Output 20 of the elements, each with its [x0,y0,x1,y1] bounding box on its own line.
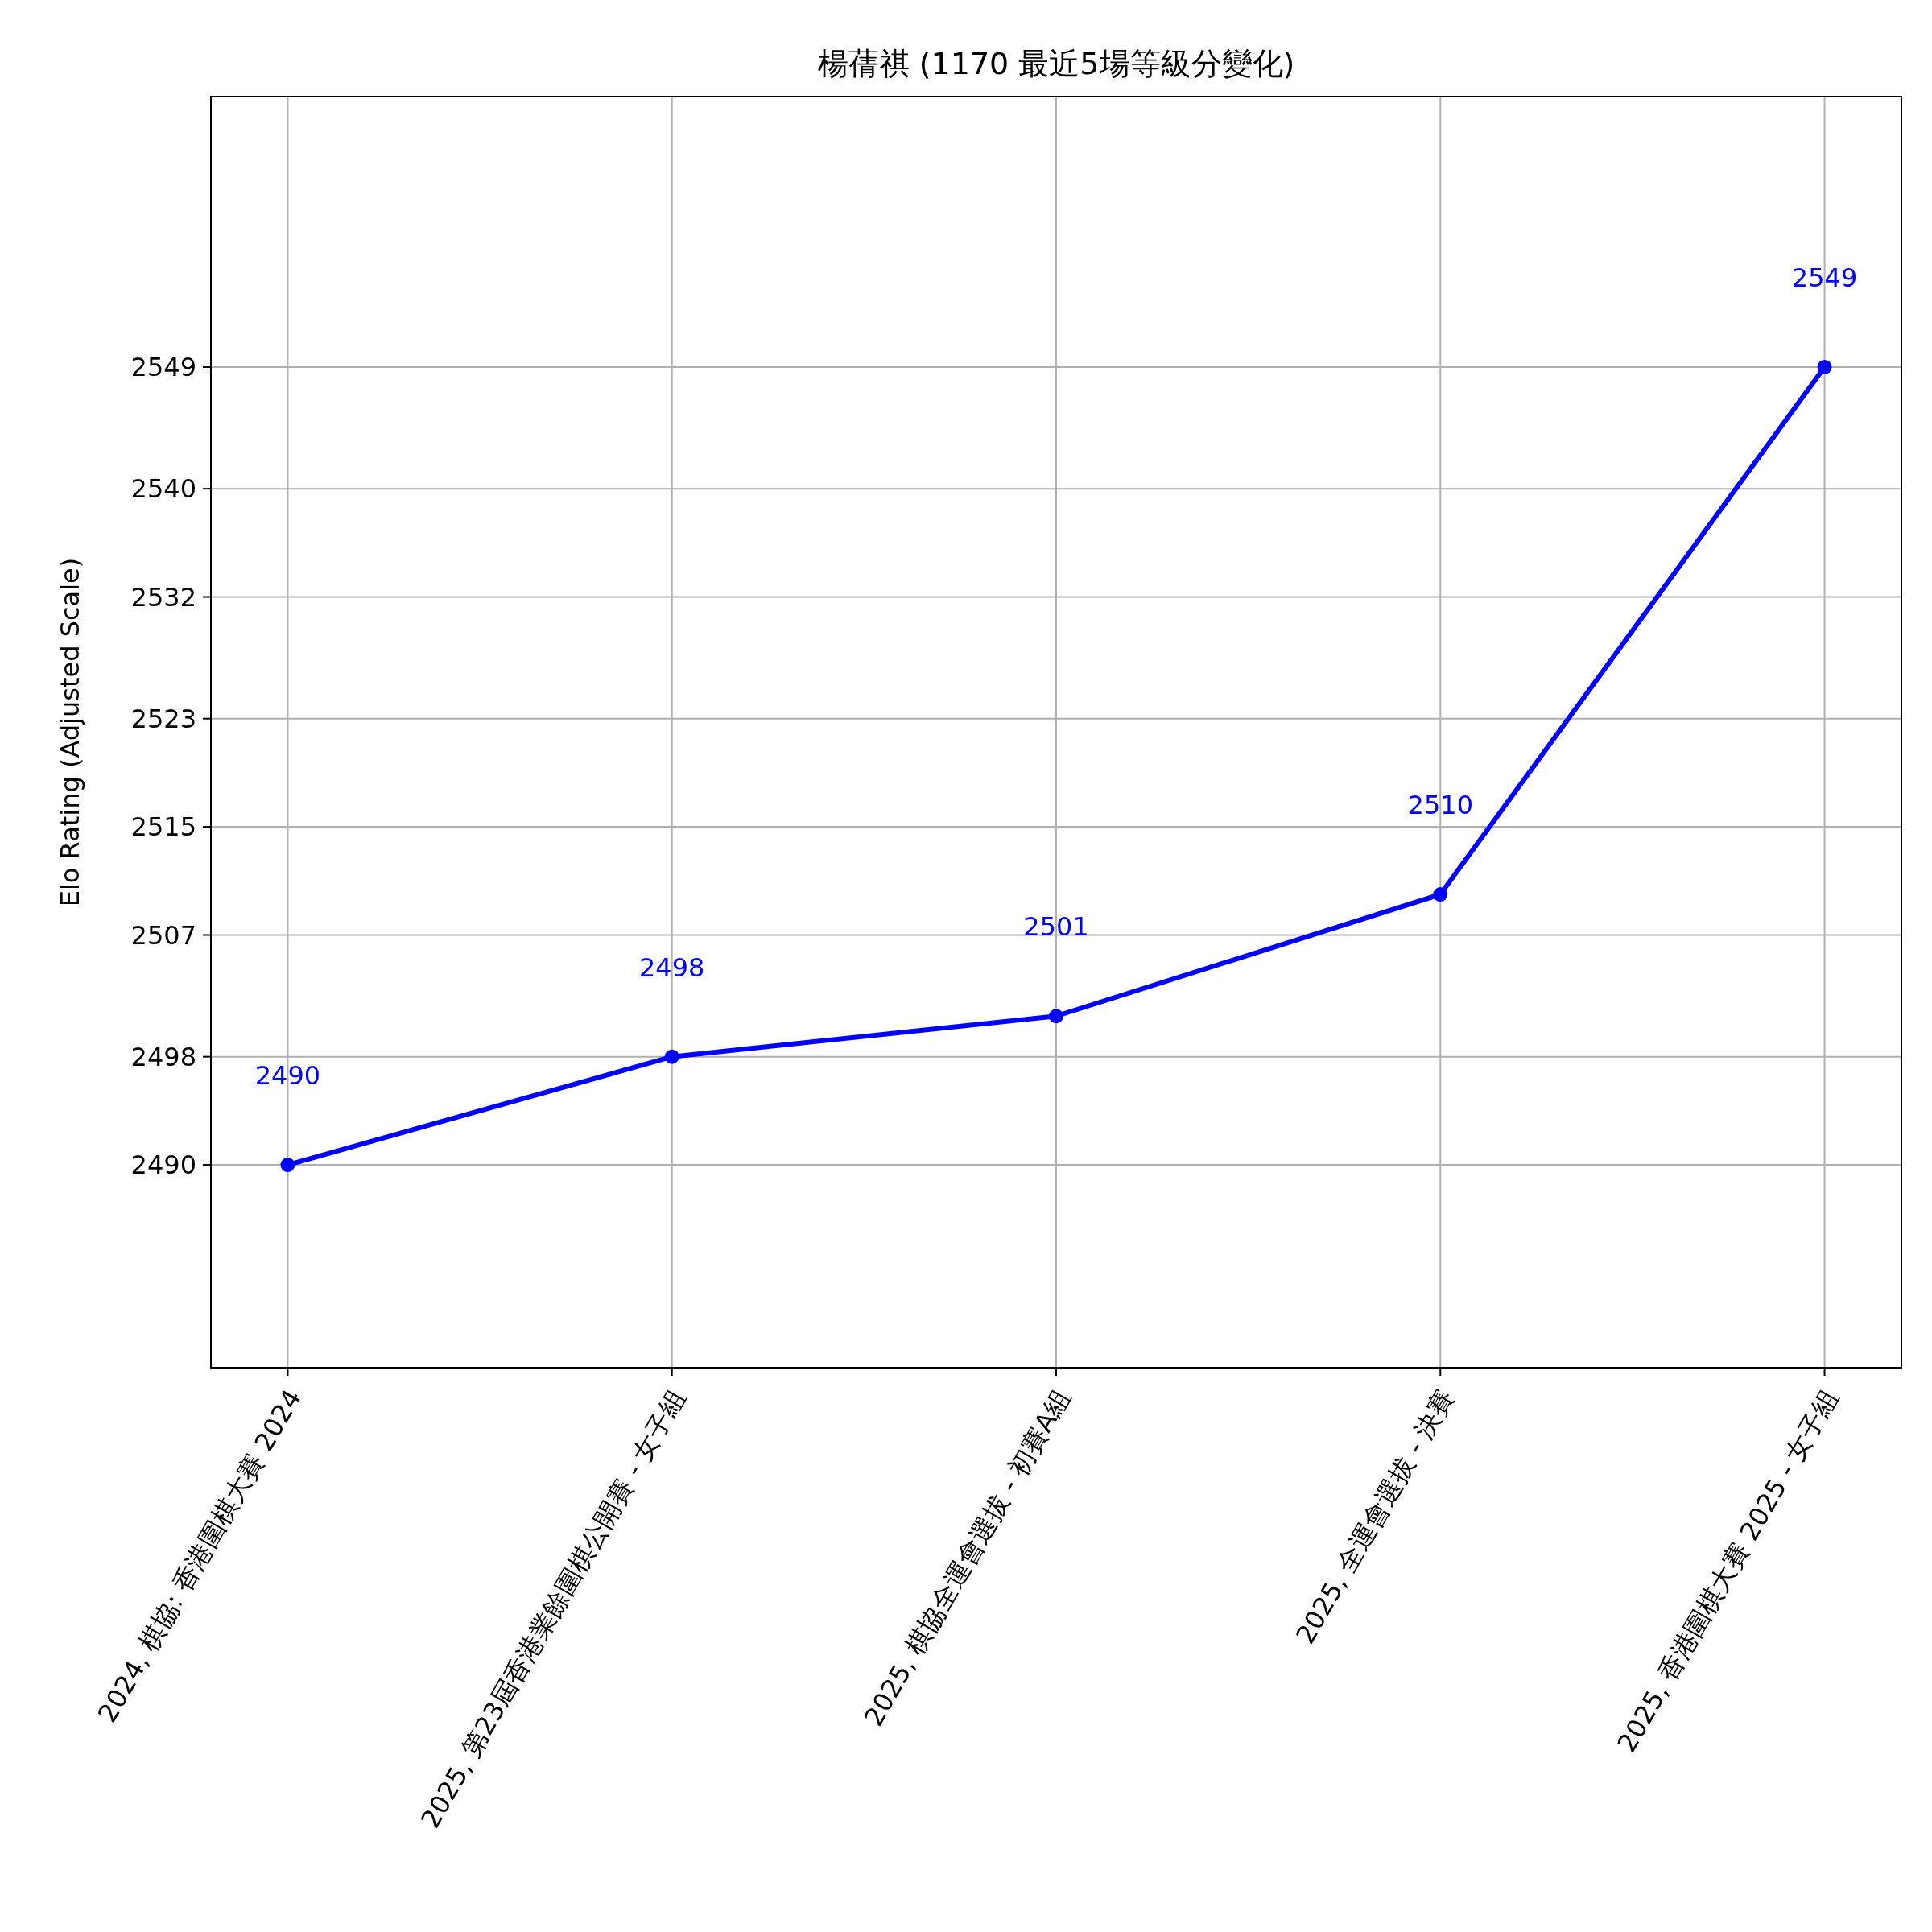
y-tick-label: 2515 [130,811,196,843]
point [1817,359,1832,374]
data-label: 2498 [639,952,705,983]
y-tick-label: 2498 [130,1041,196,1072]
data-label: 2490 [254,1060,321,1092]
y-tick-label: 2490 [130,1150,196,1181]
y-tick-label: 2549 [130,352,196,383]
y-tick-label: 2540 [130,473,196,505]
data-label: 2501 [1023,911,1089,943]
point [280,1158,295,1173]
chart-title: 楊蒨祺 (1170 最近5場等級分變化) [817,46,1295,81]
data-label: 2510 [1407,790,1473,821]
point [664,1049,679,1064]
y-tick-label: 2507 [130,919,196,951]
y-axis-title: Elo Rating (Adjusted Scale) [55,557,85,907]
y-tick-label: 2532 [130,581,196,613]
point [1433,887,1448,902]
data-label: 2549 [1791,262,1858,293]
point [1049,1009,1063,1024]
y-tick-label: 2523 [130,703,196,734]
